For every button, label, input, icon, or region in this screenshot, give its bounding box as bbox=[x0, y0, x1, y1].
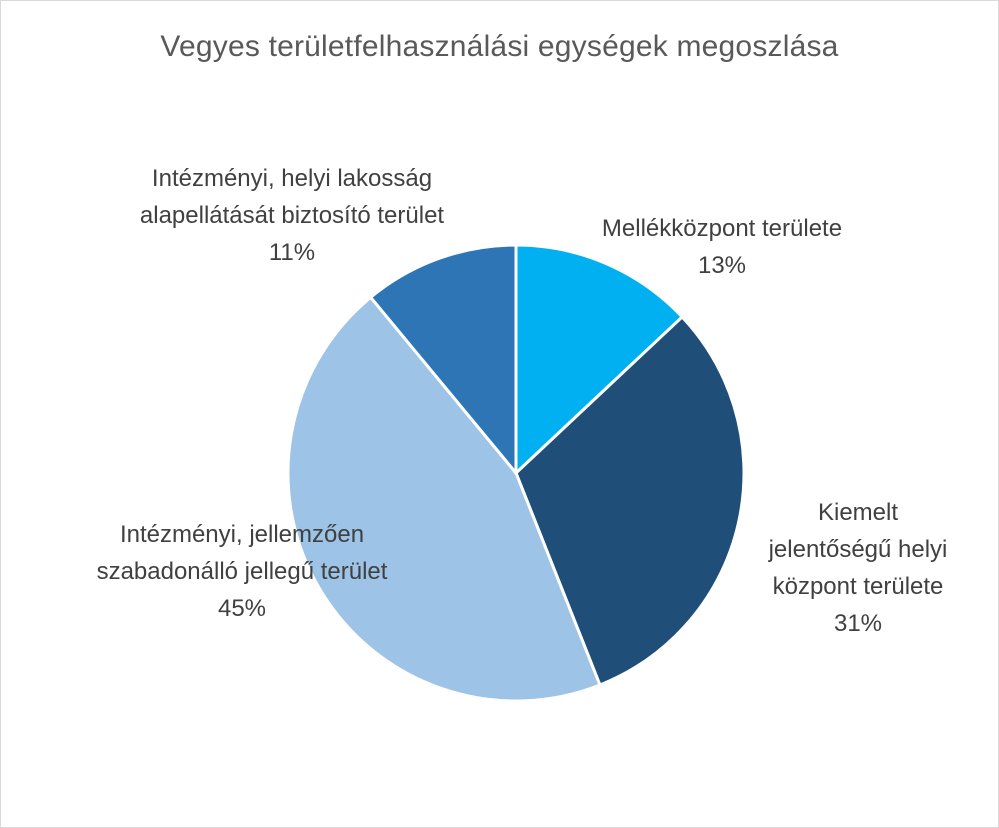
slice-label-mellekkozpont-percent: 13% bbox=[697, 252, 747, 279]
slice-label-alapellatas-percent: 11% bbox=[268, 239, 316, 266]
slice-label-szabadonallo-line-2: szabadonálló jellegű terület bbox=[96, 558, 388, 585]
slice-label-alapellatas-line-2: alapellátását biztosító terület bbox=[139, 202, 445, 229]
slice-label-kiemelt-percent: 31% bbox=[833, 610, 883, 637]
slice-label-szabadonallo: Intézményi, jellemzően szabadonálló jell… bbox=[62, 516, 422, 627]
chart-title: Vegyes területfelhasználási egységek meg… bbox=[160, 30, 839, 63]
pie-slice-kiemelt bbox=[514, 315, 746, 687]
pie-slice-szabadonallo bbox=[286, 295, 602, 703]
slice-label-szabadonallo-line-1: Intézményi, jellemzően bbox=[119, 521, 365, 548]
slice-label-alapellatas: Intézményi, helyi lakosság alapellátását… bbox=[107, 160, 477, 271]
slice-label-kiemelt-line-2: jelentőségű helyi bbox=[768, 536, 948, 563]
pie-slice-mellekkozpont bbox=[514, 243, 684, 475]
slice-label-kiemelt-line-3: központ területe bbox=[772, 573, 944, 600]
slice-label-kiemelt-line-1: Kiemelt bbox=[817, 499, 899, 526]
slice-label-kiemelt: Kiemelt jelentőségű helyi központ terüle… bbox=[738, 494, 978, 642]
slice-label-alapellatas-line-1: Intézményi, helyi lakosság bbox=[151, 165, 433, 192]
slice-label-mellekkozpont-line-1: Mellékközpont területe bbox=[601, 215, 843, 242]
slice-label-mellekkozpont: Mellékközpont területe 13% bbox=[572, 210, 872, 284]
slice-label-szabadonallo-percent: 45% bbox=[217, 595, 267, 622]
pie-slice-alapellatas bbox=[369, 243, 518, 475]
